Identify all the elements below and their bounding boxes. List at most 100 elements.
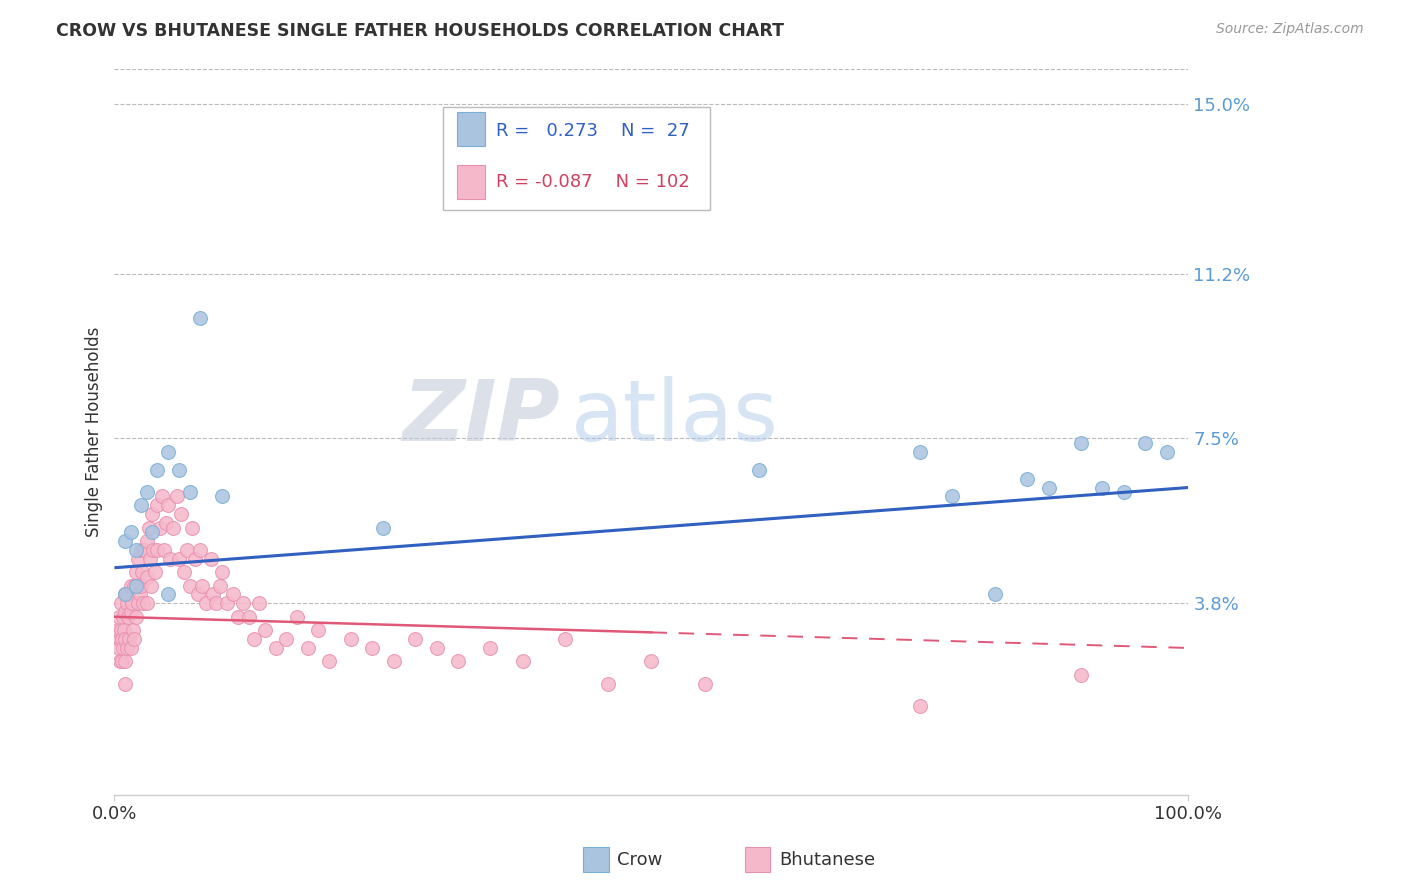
Point xyxy=(1112,485,1135,500)
Point xyxy=(120,605,142,619)
Point xyxy=(121,623,143,637)
Point xyxy=(426,640,449,655)
Point xyxy=(107,623,129,637)
Point xyxy=(205,596,228,610)
Point xyxy=(114,587,136,601)
Point xyxy=(125,542,148,557)
Text: Source: ZipAtlas.com: Source: ZipAtlas.com xyxy=(1216,22,1364,37)
Point xyxy=(114,587,136,601)
Point xyxy=(146,463,169,477)
Point xyxy=(132,596,155,610)
Point xyxy=(135,569,157,583)
Point xyxy=(264,640,287,655)
Point xyxy=(111,609,134,624)
Point xyxy=(134,542,156,557)
Point xyxy=(285,609,308,624)
Point xyxy=(153,542,176,557)
Text: CROW VS BHUTANESE SINGLE FATHER HOUSEHOLDS CORRELATION CHART: CROW VS BHUTANESE SINGLE FATHER HOUSEHOL… xyxy=(56,22,785,40)
Point xyxy=(447,654,470,668)
Point xyxy=(188,542,211,557)
Point xyxy=(108,654,131,668)
Point xyxy=(118,632,141,646)
Point xyxy=(120,578,142,592)
Point xyxy=(146,542,169,557)
Point xyxy=(127,596,149,610)
Point xyxy=(125,609,148,624)
Point xyxy=(122,632,145,646)
Point xyxy=(107,609,129,624)
Point xyxy=(184,551,207,566)
Text: atlas: atlas xyxy=(571,376,779,458)
Point xyxy=(200,551,222,566)
Point xyxy=(108,632,131,646)
Point xyxy=(339,632,361,646)
Point xyxy=(125,565,148,579)
Point xyxy=(194,596,217,610)
Point xyxy=(139,551,162,566)
Point xyxy=(188,311,211,326)
Point xyxy=(361,640,384,655)
Point xyxy=(117,587,139,601)
Point xyxy=(142,542,165,557)
Point xyxy=(170,508,193,522)
Point xyxy=(114,676,136,690)
Point xyxy=(110,623,132,637)
Point xyxy=(159,551,181,566)
Point xyxy=(111,654,134,668)
Point xyxy=(157,587,180,601)
Point xyxy=(1070,436,1092,450)
Point xyxy=(117,596,139,610)
Point xyxy=(211,565,233,579)
Point xyxy=(748,463,770,477)
Point xyxy=(984,587,1007,601)
Point xyxy=(217,596,239,610)
Point xyxy=(308,623,330,637)
Point xyxy=(129,542,152,557)
Point xyxy=(1070,667,1092,681)
Point xyxy=(139,578,162,592)
Point xyxy=(166,490,188,504)
Point xyxy=(253,623,276,637)
Point xyxy=(276,632,298,646)
Point xyxy=(941,490,963,504)
Point xyxy=(211,490,233,504)
Point xyxy=(131,565,153,579)
Point xyxy=(127,551,149,566)
Point xyxy=(125,578,148,592)
Point xyxy=(138,521,160,535)
Point xyxy=(114,605,136,619)
Point xyxy=(167,551,190,566)
Point xyxy=(232,596,254,610)
Point xyxy=(162,521,184,535)
Point xyxy=(180,521,202,535)
Point xyxy=(179,485,201,500)
Point xyxy=(221,587,243,601)
Point xyxy=(143,565,166,579)
Point xyxy=(146,499,169,513)
Point xyxy=(1038,481,1060,495)
Point xyxy=(112,623,135,637)
Point xyxy=(111,640,134,655)
Point xyxy=(908,445,931,459)
Point xyxy=(122,578,145,592)
Point xyxy=(371,521,394,535)
Point xyxy=(208,578,231,592)
Point xyxy=(382,654,405,668)
Point xyxy=(121,596,143,610)
Point xyxy=(176,542,198,557)
Point xyxy=(404,632,426,646)
Point xyxy=(135,485,157,500)
Text: Crow: Crow xyxy=(617,851,662,869)
Point xyxy=(243,632,266,646)
Point xyxy=(117,609,139,624)
Point xyxy=(238,609,260,624)
Point xyxy=(157,445,180,459)
Point xyxy=(148,521,170,535)
Point xyxy=(191,578,214,592)
Point xyxy=(120,525,142,540)
Point xyxy=(318,654,340,668)
Point xyxy=(908,698,931,713)
Point xyxy=(598,676,620,690)
Point xyxy=(1135,436,1157,450)
Point xyxy=(110,596,132,610)
